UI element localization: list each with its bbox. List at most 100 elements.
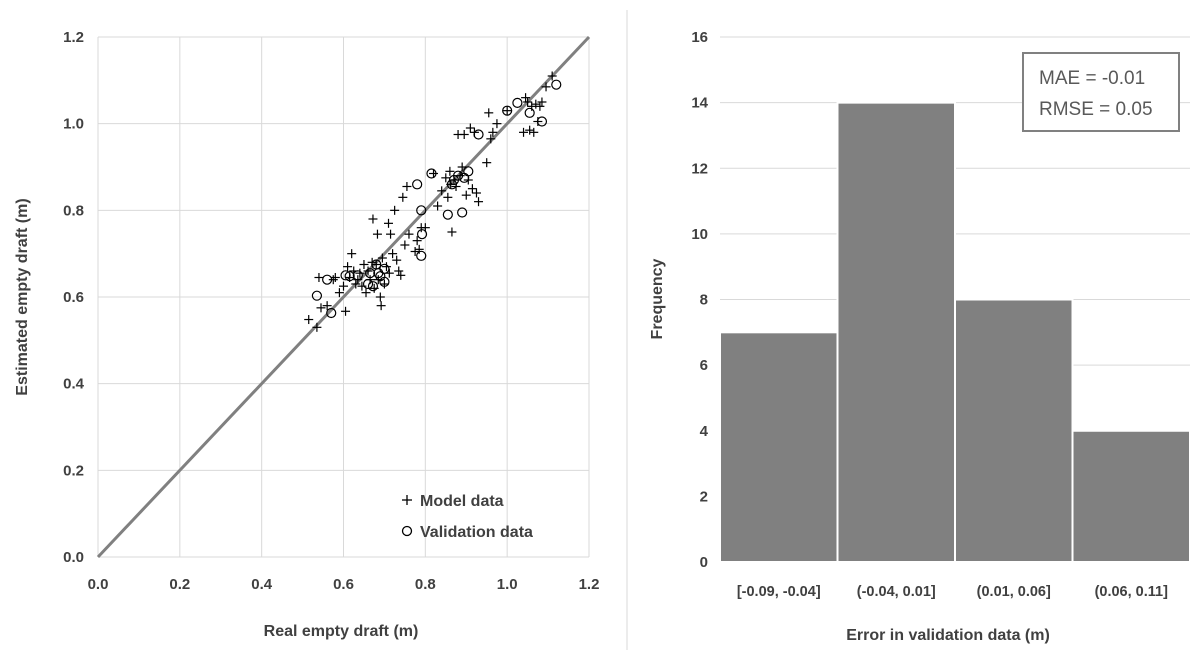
legend-model-label: Model data [420,493,504,510]
validation-data-point [416,205,427,216]
validation-data-point [426,168,437,179]
validation-data-point [340,270,351,281]
histogram-y-tick-label: 12 [691,160,708,177]
model-data-point [400,240,410,250]
model-data-point [492,119,502,129]
model-data-point [355,268,365,278]
scatter-x-tick-label: 0.8 [415,576,436,593]
validation-data-point [416,229,428,240]
model-data-point [379,279,389,289]
histogram-bar [719,331,839,563]
model-data-point [351,279,361,289]
model-data-point [529,127,539,137]
scatter-x-axis-title: Real empty draft (m) [264,623,419,640]
model-data-point [341,306,351,316]
model-data-point [547,71,557,81]
validation-data-point [459,172,470,183]
model-data-point [484,108,494,118]
model-data-point [433,201,443,211]
model-data-point [519,127,529,137]
model-data-point [328,275,338,285]
scatter-chart: 0.0 0.2 0.4 0.6 0.8 1.0 1.2 0.0 0.2 0.4 0.6 0.8 1.0… [14,29,599,640]
scatter-identity-line [96,35,591,559]
validation-data-point [367,281,379,292]
validation-data-point [442,209,453,220]
validation-data-point [512,97,523,108]
validation-data-point [412,179,423,190]
scatter-x-tick-label: 0.4 [251,576,273,593]
model-data-point [441,173,451,183]
model-data-point [457,162,467,172]
scatter-x-tick-label: 1.2 [579,576,600,593]
scatter-legend: Model data Validation data [401,493,533,541]
model-data-point [461,190,471,200]
histogram-x-tick-labels: [-0.09, -0.04] (-0.04, 0.01] (0.01, 0.06] (… [737,584,1168,600]
histogram-y-tick-label: 0 [700,554,708,571]
model-data-point [384,218,394,228]
scatter-x-tick-labels: 0.0 0.2 0.4 0.6 0.8 1.0 1.2 [88,576,600,593]
scatter-y-tick-labels: 0.0 0.2 0.4 0.6 0.8 1.0 1.2 [63,29,85,566]
scatter-y-tick-label: 0.4 [63,376,85,393]
scatter-y-tick-label: 0.6 [63,289,84,306]
validation-data-point [473,129,484,140]
scatter-x-tick-label: 1.0 [497,576,518,593]
model-data-point [465,123,475,133]
scatter-reference-line [96,35,591,559]
model-data-point [381,262,391,272]
model-data-point [437,186,447,196]
scatter-y-tick-label: 1.2 [63,29,84,46]
model-data-point [414,244,424,254]
model-data-point [541,82,551,92]
model-data-point [467,184,477,194]
legend-model-marker [402,495,412,505]
histogram-x-tick-label: (0.06, 0.11] [1095,584,1169,600]
model-data-point [343,262,353,272]
validation-data-point [452,170,464,181]
model-data-point [304,315,314,325]
model-data-point [363,266,373,276]
model-data-point [376,301,386,311]
model-data-point [314,273,324,282]
legend-validation-label: Validation data [420,524,533,541]
histogram-bar [954,298,1074,563]
histogram-y-tick-label: 8 [700,292,708,309]
model-data-point [312,322,322,332]
validation-data-point [502,105,513,116]
model-data-point [392,255,402,265]
model-data-point [396,270,406,280]
histogram-x-tick-label: (-0.04, 0.01] [857,584,936,600]
model-data-point [474,197,484,207]
model-data-point [390,205,400,215]
model-data-point [488,127,498,137]
histogram-y-tick-labels: 0 2 4 6 8 10 12 14 16 [691,29,708,571]
model-data-point [359,260,369,269]
scatter-y-tick-label: 0.2 [63,462,84,479]
model-data-point [322,301,332,311]
model-data-point [531,99,541,109]
model-data-point [525,125,535,135]
model-data-point [330,273,340,282]
scatter-points [304,71,562,332]
histogram-y-axis-title: Frequency [649,258,666,339]
validation-data-point [463,166,474,177]
validation-data-point [457,207,468,218]
stats-mae: MAE = -0.01 [1039,68,1145,89]
model-data-point [347,249,357,259]
model-data-point [412,236,422,246]
model-data-point [527,101,537,111]
model-data-point [398,192,408,202]
stats-box: MAE = -0.01 RMSE = 0.05 [1022,52,1180,132]
validation-data-point [551,79,562,90]
model-data-point [410,247,420,256]
model-data-point [429,169,439,178]
validation-data-point [524,107,535,118]
validation-data-point [416,250,427,261]
validation-data-point [352,270,363,281]
scatter-y-tick-label: 0.8 [63,202,84,219]
model-data-point [377,253,387,263]
model-data-point [316,303,326,313]
histogram-y-tick-label: 14 [691,95,708,112]
validation-data-point [326,307,337,319]
